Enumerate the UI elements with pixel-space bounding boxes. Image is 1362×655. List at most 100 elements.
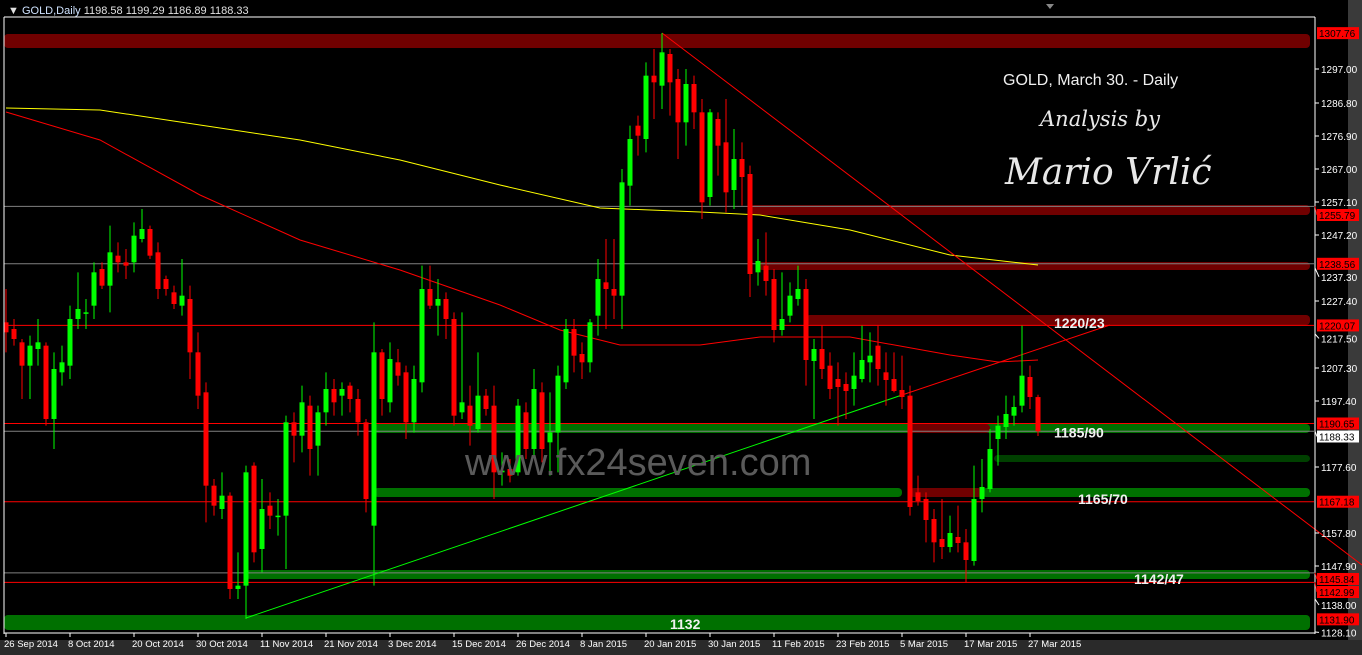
trendline — [245, 394, 903, 619]
candle-body — [891, 378, 897, 391]
candle — [123, 248, 129, 279]
candle-body — [595, 278, 601, 316]
y-tick-label: 1297.00 — [1321, 65, 1358, 76]
candle — [43, 342, 49, 426]
candle — [659, 33, 665, 109]
candle-body — [107, 252, 113, 286]
candle-body — [27, 345, 33, 366]
candle-body — [171, 292, 177, 304]
candle-body — [67, 318, 73, 366]
candle-body — [667, 54, 673, 83]
price-zone — [982, 487, 1310, 497]
candle-body — [699, 112, 705, 203]
candle-body — [571, 328, 577, 356]
price-label-bg — [1317, 27, 1359, 40]
candle — [51, 352, 57, 449]
candle-body — [443, 298, 449, 319]
y-tick-label: 1227.40 — [1321, 297, 1358, 308]
candle-body — [1011, 406, 1017, 416]
candle — [611, 238, 617, 319]
candle-body — [643, 75, 649, 139]
candle — [795, 265, 801, 306]
candle-body — [723, 142, 729, 193]
candle — [979, 458, 985, 513]
x-tick-label: 20 Oct 2014 — [132, 639, 184, 650]
candle — [747, 165, 753, 297]
candle — [83, 298, 89, 329]
candle — [963, 528, 969, 583]
candle — [1027, 365, 1033, 409]
y-tick-label: 1147.90 — [1321, 562, 1357, 573]
price-label-connector — [1314, 582, 1318, 593]
candle-body — [923, 498, 929, 520]
candle — [947, 515, 953, 553]
price-zone — [246, 569, 1310, 579]
trendline — [901, 324, 1111, 396]
candle — [443, 292, 449, 339]
candle — [891, 352, 897, 393]
price-label: 1190.65 — [1319, 419, 1355, 430]
candle-body — [1019, 375, 1025, 406]
candle — [483, 388, 489, 416]
candle-body — [307, 405, 313, 449]
candle-body — [979, 486, 985, 499]
candle-body — [339, 388, 345, 396]
zone-label: 1185/90 — [1054, 424, 1104, 440]
price-zone — [750, 204, 1310, 215]
candle — [219, 472, 225, 519]
candle-body — [51, 368, 57, 419]
y-tick-label: 1286.80 — [1321, 99, 1358, 110]
candle — [419, 265, 425, 393]
candle — [1019, 325, 1025, 413]
candle — [923, 492, 929, 543]
candle — [579, 342, 585, 379]
candle — [339, 382, 345, 416]
candle-body — [1027, 376, 1033, 397]
candle — [779, 272, 785, 336]
candle-body — [219, 495, 225, 509]
candle-body — [587, 322, 593, 363]
candle-body — [83, 312, 89, 314]
x-tick-label: 17 Mar 2015 — [964, 639, 1017, 650]
candle — [1011, 395, 1017, 426]
candle-body — [75, 308, 81, 319]
candle-body — [179, 295, 185, 306]
candle — [531, 368, 537, 456]
candle — [739, 142, 745, 206]
x-tick-label: 21 Nov 2014 — [324, 639, 378, 650]
candle — [27, 335, 33, 399]
zone-label: 1220/23 — [1054, 315, 1105, 331]
candle-body — [59, 362, 65, 373]
price-label: 1167.18 — [1319, 498, 1355, 509]
trendline — [661, 32, 1362, 566]
x-tick-label: 15 Dec 2014 — [452, 639, 506, 650]
candle — [683, 69, 689, 146]
candle — [243, 465, 249, 619]
candle — [403, 365, 409, 439]
candle-body — [459, 402, 465, 413]
author-signature: Mario Vrlić — [1004, 152, 1212, 193]
candle — [763, 232, 769, 296]
candle — [379, 348, 385, 416]
y-tick-label: 1247.20 — [1321, 231, 1358, 242]
candle-body — [971, 498, 977, 561]
dropdown-triangle-icon[interactable]: ▼ — [8, 5, 19, 17]
candle — [627, 125, 633, 206]
candle-body — [619, 182, 625, 296]
candle — [155, 242, 161, 299]
watermark: www.fx24seven.com — [464, 442, 811, 484]
candle — [211, 478, 217, 516]
candle — [19, 338, 25, 399]
candle — [411, 365, 417, 433]
candle-body — [19, 342, 25, 366]
candle-body — [899, 389, 905, 397]
candle-body — [379, 352, 385, 399]
candle-body — [715, 118, 721, 146]
candle-body — [659, 52, 665, 86]
candle-body — [803, 288, 809, 360]
candle-body — [795, 288, 801, 299]
shift-marker-icon[interactable] — [1046, 4, 1054, 9]
y-tick-label: 1237.30 — [1321, 273, 1358, 284]
y-tick-label: 1276.90 — [1321, 132, 1358, 143]
